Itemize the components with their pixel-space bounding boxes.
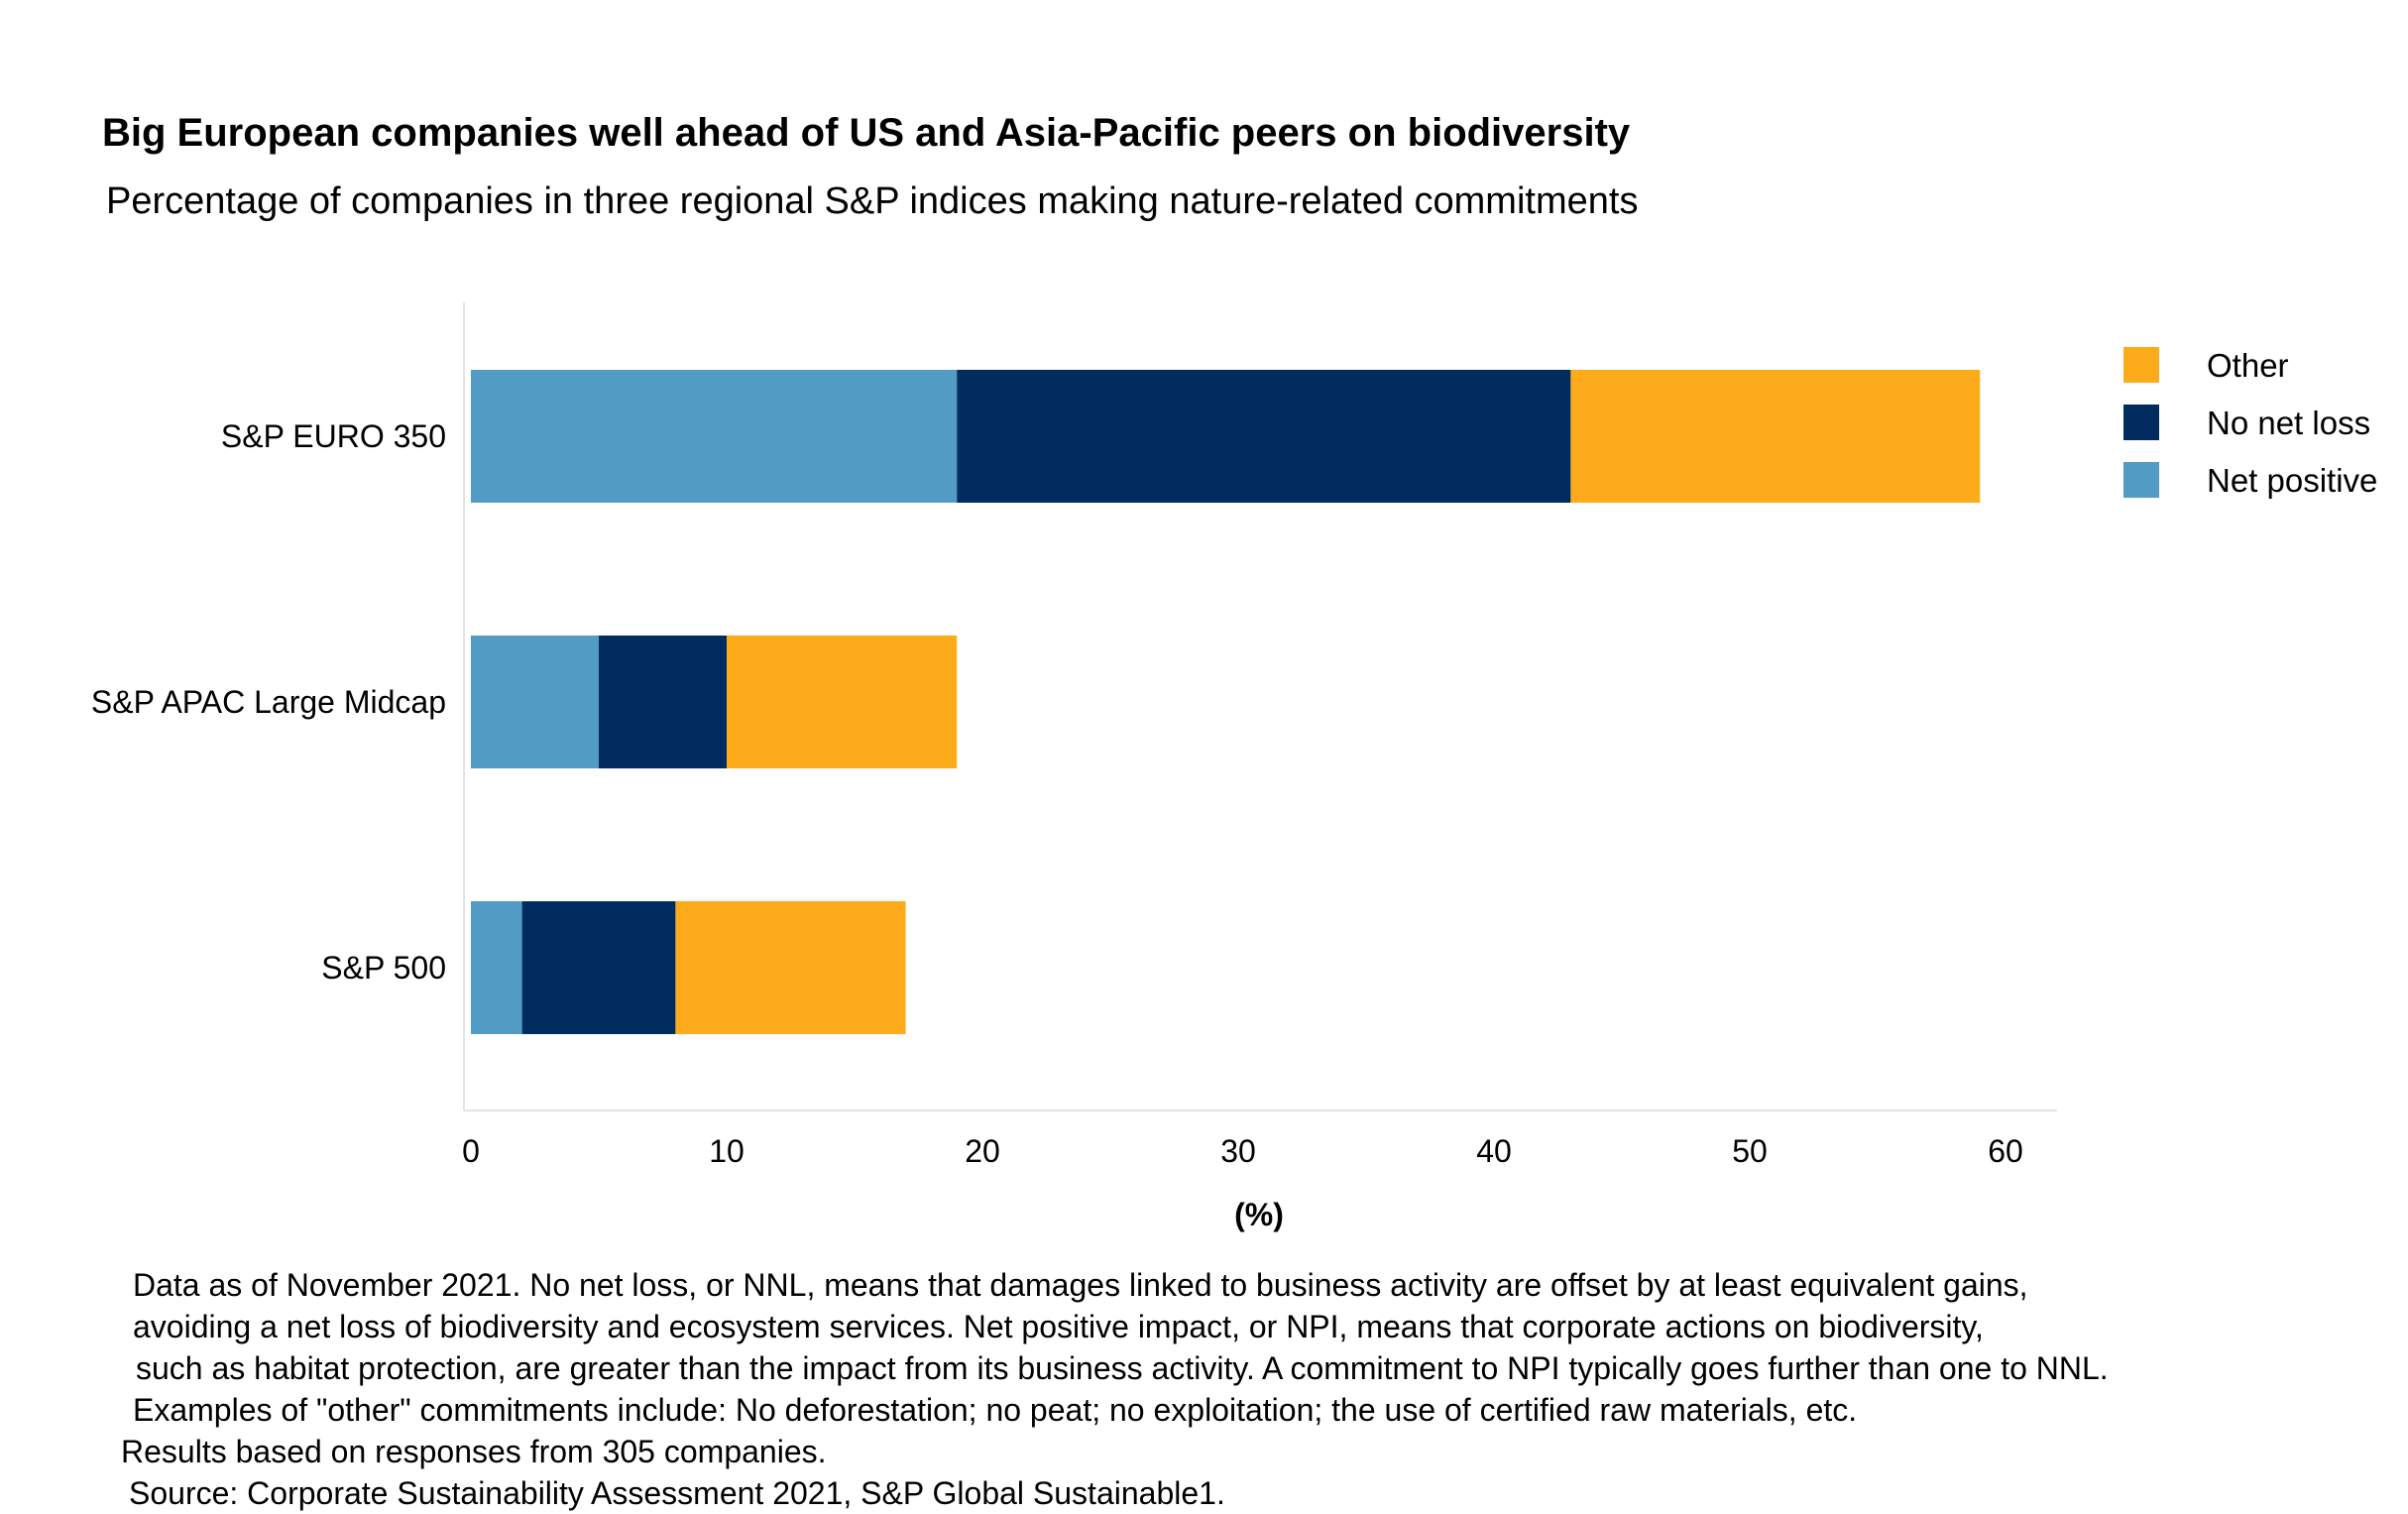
footnote-line: Source: Corporate Sustainability Assessm… xyxy=(129,1475,1225,1511)
chart-bars xyxy=(471,370,1981,1034)
x-tick-label: 60 xyxy=(1988,1133,2023,1169)
legend-label: No net loss xyxy=(2207,405,2370,441)
legend: Other No net loss Net positive xyxy=(2123,347,2377,499)
legend-label: Net positive xyxy=(2207,462,2377,499)
bar-segment xyxy=(957,370,1571,503)
footnote-line: Results based on responses from 305 comp… xyxy=(121,1434,827,1469)
x-axis-title: (%) xyxy=(1234,1197,1284,1232)
bar-segment xyxy=(727,636,958,768)
stacked-bar-chart: S&P EURO 350 S&P APAC Large Midcap S&P 500… xyxy=(91,302,2377,1232)
bar-segment xyxy=(675,901,906,1034)
x-tick-label: 30 xyxy=(1220,1133,1256,1169)
category-labels: S&P EURO 350 S&P APAC Large Midcap S&P 500 xyxy=(91,418,446,986)
category-label: S&P 500 xyxy=(321,950,446,986)
x-tick-label: 10 xyxy=(709,1133,745,1169)
bar-segment xyxy=(471,901,522,1034)
bar-segment xyxy=(1570,370,1981,503)
footnote-line: Data as of November 2021. No net loss, o… xyxy=(133,1267,2028,1303)
x-tick-label: 20 xyxy=(965,1133,1000,1169)
footnote-line: such as habitat protection, are greater … xyxy=(136,1350,2109,1386)
category-label: S&P APAC Large Midcap xyxy=(91,684,446,720)
bar-segment xyxy=(599,636,727,768)
chart-subtitle: Percentage of companies in three regiona… xyxy=(106,180,1639,222)
x-tick-label: 0 xyxy=(462,1133,480,1169)
legend-swatch xyxy=(2123,462,2159,498)
legend-label: Other xyxy=(2207,347,2289,384)
legend-swatch xyxy=(2123,405,2159,440)
x-tick-label: 40 xyxy=(1476,1133,1512,1169)
legend-swatch xyxy=(2123,347,2159,383)
bar-segment xyxy=(471,370,958,503)
bar-segment xyxy=(471,636,599,768)
footnote-line: avoiding a net loss of biodiversity and … xyxy=(133,1309,1984,1344)
x-tick-label: 50 xyxy=(1732,1133,1768,1169)
chart-axes xyxy=(463,302,2057,1111)
bar-segment xyxy=(521,901,676,1034)
chart-title: Big European companies well ahead of US … xyxy=(102,111,1631,155)
footnote-line: Examples of "other" commitments include:… xyxy=(133,1392,1858,1428)
x-axis-ticks: 0 10 20 30 40 50 60 xyxy=(462,1133,2023,1169)
category-label: S&P EURO 350 xyxy=(221,418,446,454)
